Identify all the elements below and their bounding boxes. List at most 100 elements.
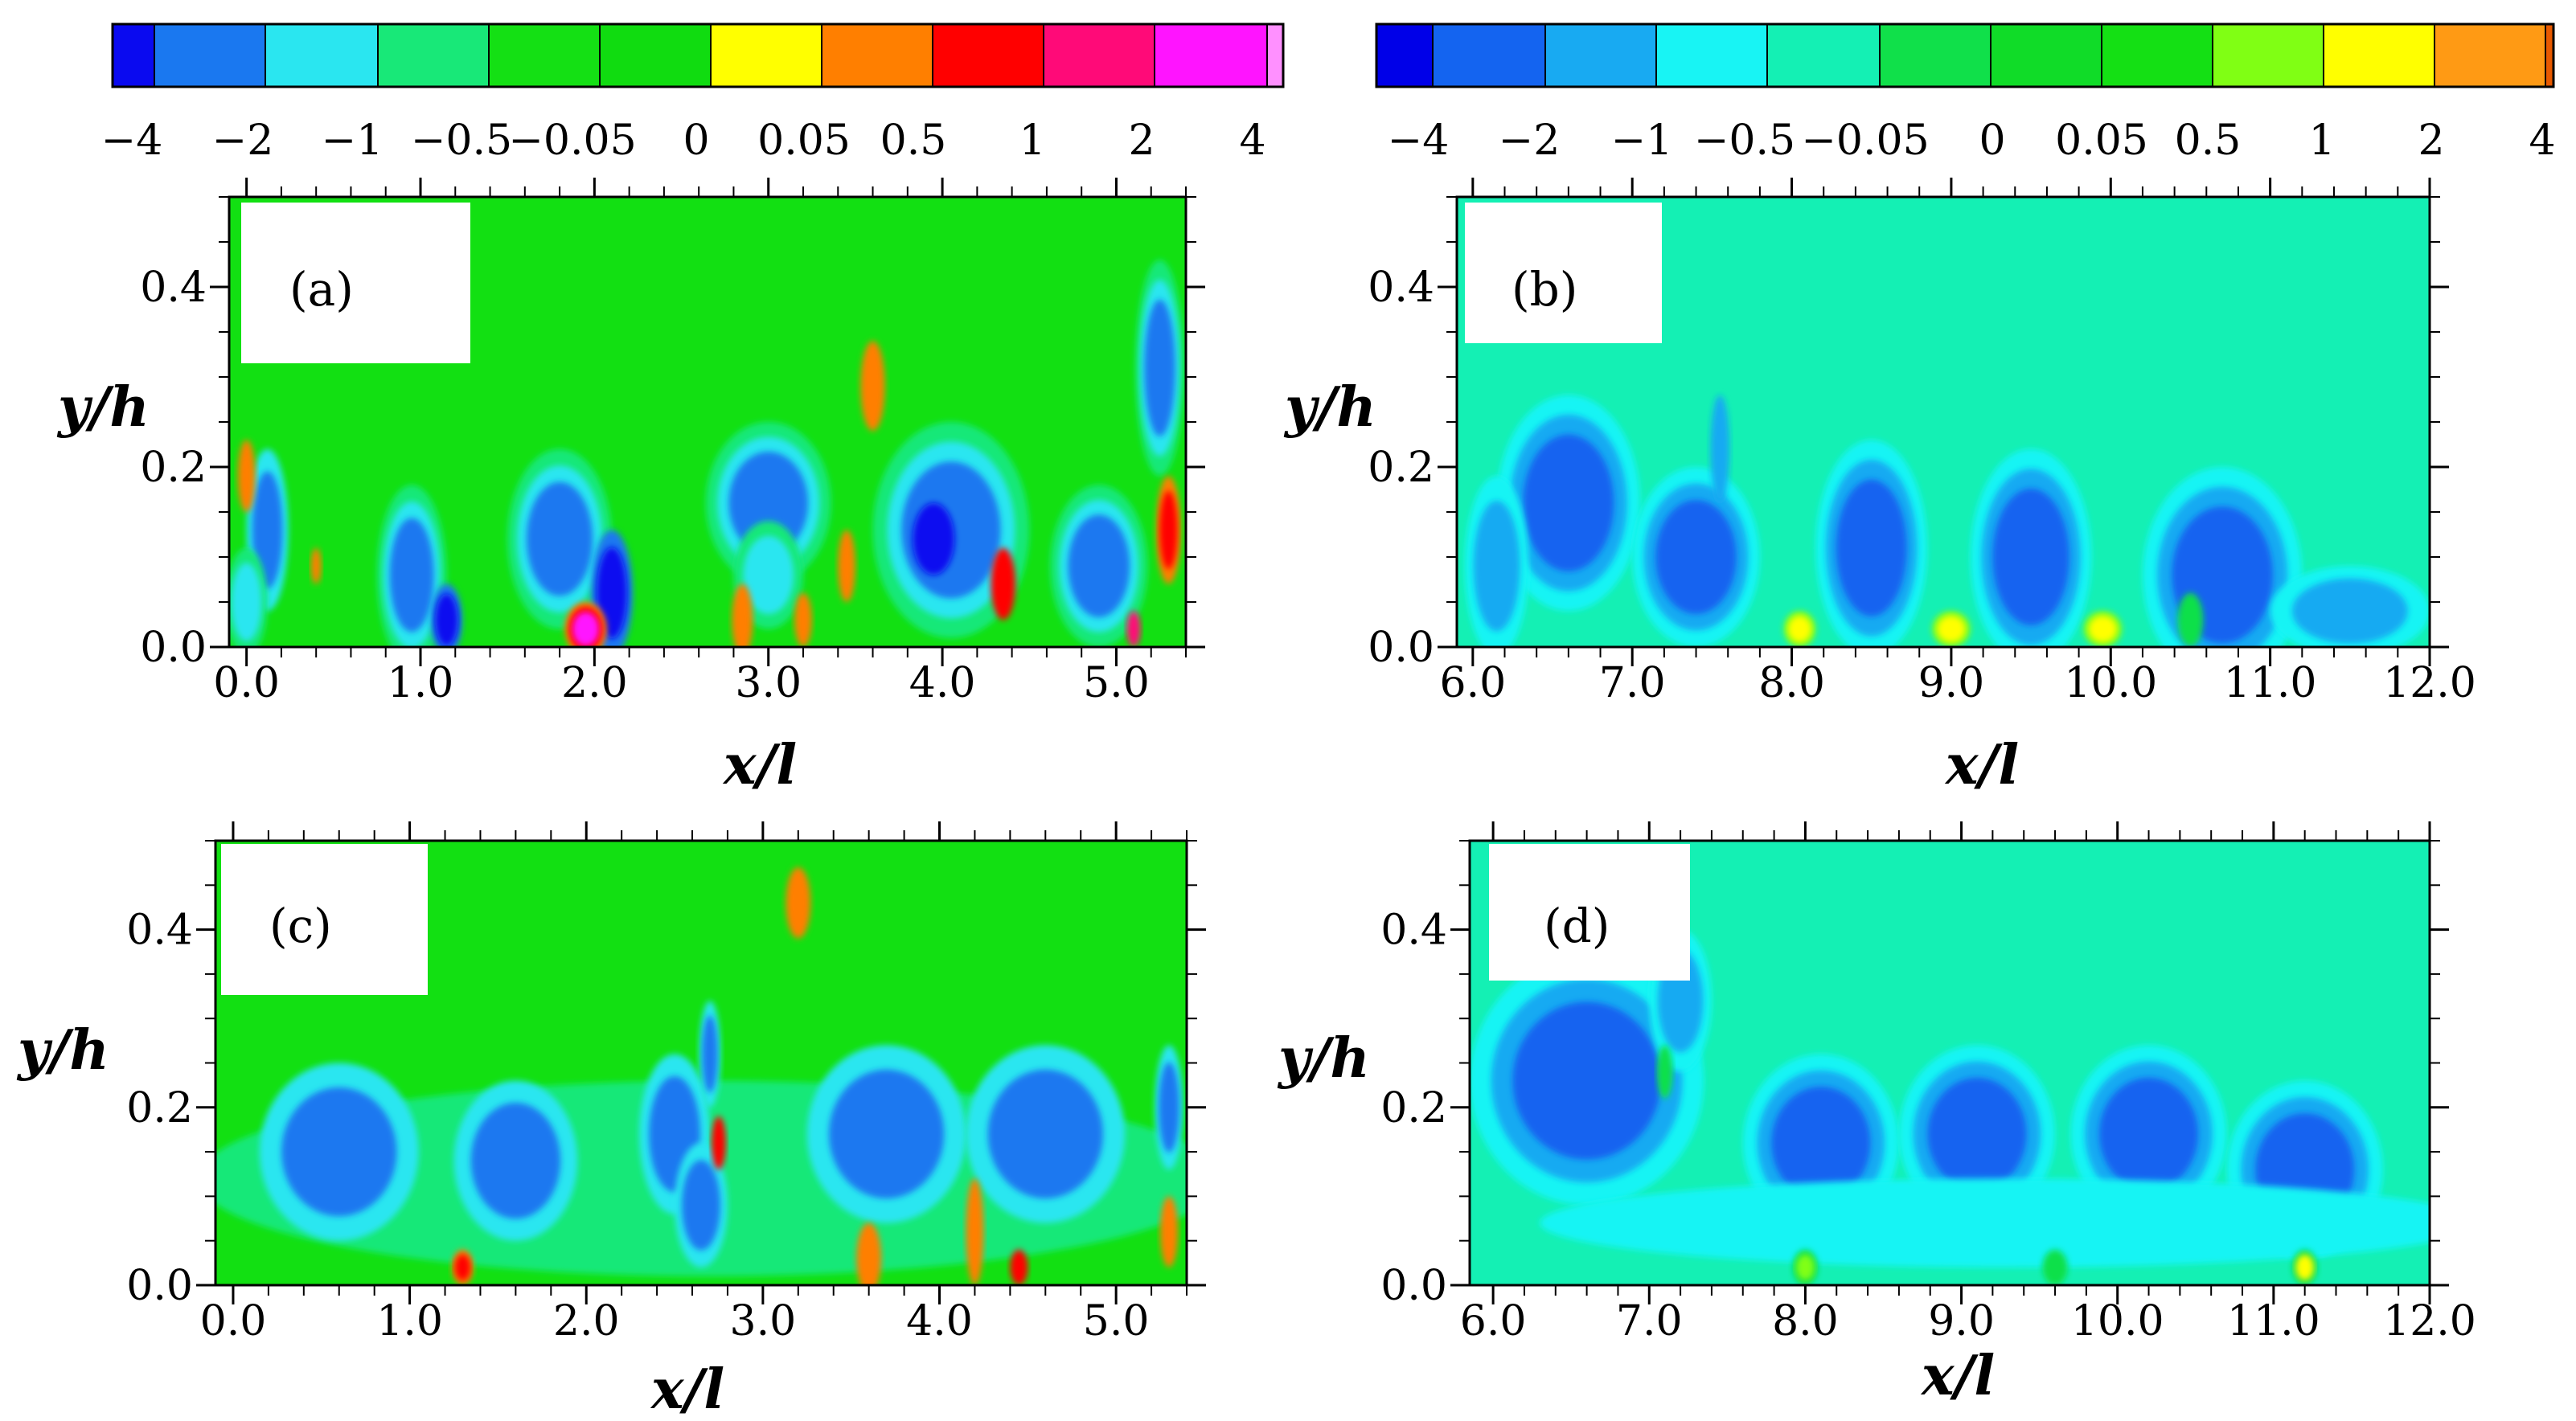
colorbar-tick-label: 0.5: [2175, 117, 2242, 165]
colorbar-cell: [2324, 24, 2434, 87]
colorbar-tick-label: 0: [1979, 117, 2005, 165]
x-tick-label: 0.0: [213, 659, 280, 707]
panel-c-axes: 0.0 1.0 2.0 3.0 4.0 5.0 0.0 0.2 0.4: [126, 821, 1206, 1345]
colorbar-tick-label: −2: [1499, 117, 1561, 165]
panel-b: (b) 6.0 7.0 8.0 9.0 10.0 11.0 12.0 0.0 0.2 0.4 y/…: [1283, 178, 2476, 797]
colorbar-cell: [1155, 24, 1267, 87]
contour-region: [435, 593, 458, 646]
y-tick-label: 0.0: [140, 624, 207, 672]
panel-b-label-box: [1465, 203, 1662, 343]
contour-region: [1710, 395, 1730, 503]
panel-d: (d) 6.0 7.0 8.0 9.0 10.0 11.0 12.0 0.0 0.2 0.4 y/…: [1277, 821, 2476, 1408]
x-tick-label: 7.0: [1616, 1297, 1683, 1345]
panel-b-ylabel: y/h: [1283, 375, 1376, 440]
x-tick-label: 9.0: [1928, 1297, 1995, 1345]
colorbar-right: −4 −2 −1 −0.5 −0.05 0 0.05 0.5 1 2 4: [1375, 23, 2556, 165]
panel-a-axes: 0.0 1.0 2.0 3.0 4.0 5.0 0.0 0.2 0.4: [140, 178, 1205, 707]
panel-c: (c) 0.0 1.0 2.0 3.0 4.0 5.0 0.0 0.2 0.4 y/h x/l: [16, 821, 1206, 1421]
colorbar-cell: [1880, 24, 1991, 87]
contour-region: [2089, 616, 2117, 642]
contour-region: [2042, 1249, 2068, 1285]
colorbar-tick-label: −0.5: [1694, 117, 1795, 165]
x-tick-label: 2.0: [553, 1297, 620, 1345]
contour-region: [2099, 1077, 2199, 1191]
contour-region: [913, 502, 955, 575]
contour-region: [1523, 434, 1614, 571]
colorbar-cell: [711, 24, 822, 87]
colorbar-tick-label: −1: [1611, 117, 1673, 165]
contour-region: [1126, 611, 1141, 647]
contour-region: [470, 1102, 561, 1219]
y-tick-label: 0.2: [126, 1084, 193, 1132]
colorbar-tick-label: −0.5: [411, 117, 512, 165]
panel-b-axes: 6.0 7.0 8.0 9.0 10.0 11.0 12.0 0.0 0.2 0.4: [1368, 178, 2476, 707]
panel-a-ylabel: y/h: [56, 375, 150, 440]
contour-region: [1771, 1086, 1871, 1200]
contour-region: [732, 584, 753, 647]
colorbar-cell: [1545, 24, 1656, 87]
contour-region: [526, 481, 593, 596]
colorbar-cell: [822, 24, 933, 87]
panel-d-axes: 6.0 7.0 8.0 9.0 10.0 11.0 12.0 0.0 0.2 0.4: [1380, 821, 2476, 1345]
contour-region: [1540, 1178, 2430, 1267]
colorbar-left-frame: [111, 23, 1285, 88]
contour-region: [1159, 490, 1178, 570]
x-tick-label: 3.0: [735, 659, 802, 707]
x-tick-label: 1.0: [388, 659, 454, 707]
colorbar-cell: [113, 24, 154, 87]
contour-region: [1473, 501, 1520, 632]
colorbar-tick-label: −0.05: [1801, 117, 1929, 165]
colorbar-tick-label: 0.05: [2055, 117, 2148, 165]
colorbar-tick-label: 2: [2418, 117, 2444, 165]
panel-c-xlabel: x/l: [650, 1358, 724, 1421]
y-tick-label: 0.4: [1368, 264, 1434, 312]
colorbar-left-ticks: −4 −2 −1 −0.5−0.05 0 0.05 0.5 1 2 4: [101, 117, 1266, 165]
y-tick-label: 0.0: [1368, 624, 1434, 672]
contour-region: [743, 535, 794, 615]
x-tick-label: 5.0: [1083, 1297, 1150, 1345]
colorbar-cell: [1044, 24, 1155, 87]
panel-a-label-box: [241, 203, 470, 363]
contour-region: [860, 341, 885, 432]
panel-d-label: (d): [1544, 899, 1610, 953]
x-tick-label: 6.0: [1439, 659, 1506, 707]
contour-region: [252, 471, 283, 589]
panel-c-label: (c): [269, 899, 332, 953]
x-tick-label: 2.0: [561, 659, 628, 707]
y-tick-label: 0.2: [1380, 1084, 1447, 1132]
x-tick-label: 4.0: [909, 659, 976, 707]
panel-d-label-box: [1489, 844, 1690, 981]
contour-region: [1937, 616, 1966, 642]
panel-b-contours: [1464, 395, 2430, 647]
colorbar-tick-label: −2: [212, 117, 274, 165]
contour-region: [2177, 592, 2204, 647]
contour-region: [454, 1254, 471, 1280]
panel-c-ylabel: y/h: [16, 1018, 109, 1083]
x-tick-label: 9.0: [1918, 659, 1985, 707]
x-tick-label: 8.0: [1772, 1297, 1839, 1345]
x-tick-label: 5.0: [1083, 659, 1150, 707]
colorbar-left-cells: [113, 24, 1283, 87]
panel-c-label-box: [221, 844, 428, 995]
colorbar-tick-label: 0.5: [880, 117, 947, 165]
panel-a: (a) 0.0 1.0 2.0 3.0 4.0 5.0 0.0 0.2 0.4 y/h x/l: [56, 178, 1205, 797]
colorbar-right-ticks: −4 −2 −1 −0.5 −0.05 0 0.05 0.5 1 2 4: [1388, 117, 2556, 165]
colorbar-cell: [1656, 24, 1767, 87]
contour-region: [838, 530, 855, 602]
y-tick-label: 0.4: [126, 907, 193, 955]
contour-region: [1788, 616, 1811, 642]
contour-region: [1068, 514, 1130, 618]
contour-region: [1655, 500, 1737, 614]
contour-region: [856, 1222, 882, 1285]
contour-region: [1159, 1062, 1179, 1153]
colorbar-cell: [489, 24, 600, 87]
contour-region: [828, 1069, 945, 1199]
colorbar-right-frame: [1375, 23, 2555, 88]
colorbar-cell: [1767, 24, 1880, 87]
contour-region: [786, 867, 811, 939]
contour-region: [728, 451, 809, 555]
colorbar-tick-label: 4: [1239, 117, 1265, 165]
y-tick-label: 0.0: [1380, 1262, 1447, 1310]
colorbar-tick-label: −4: [101, 117, 163, 165]
colorbar-cell: [2434, 24, 2545, 87]
